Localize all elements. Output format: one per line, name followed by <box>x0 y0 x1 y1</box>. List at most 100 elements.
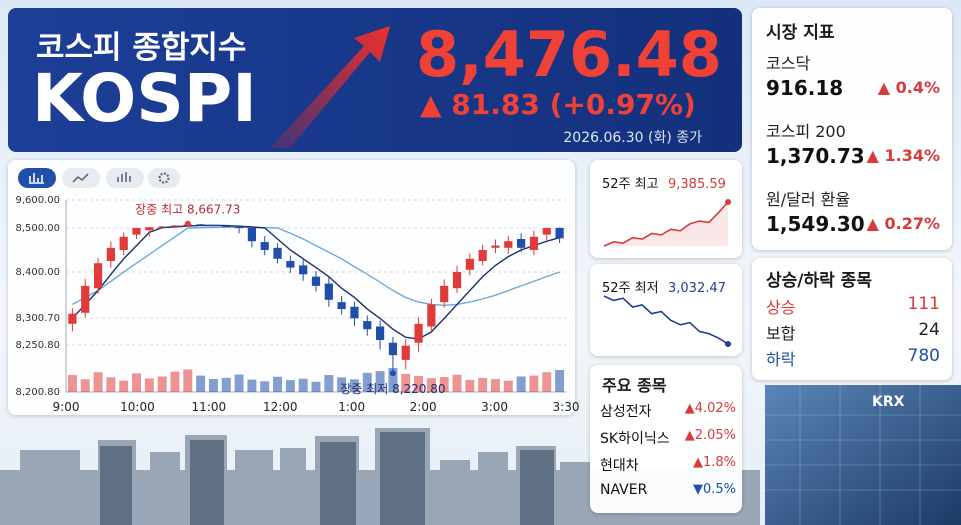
candle-body <box>158 226 167 228</box>
volume-bar <box>478 377 488 392</box>
annotation: 장중 최고 8,667.73 <box>135 203 240 217</box>
x-tick-label: 10:00 <box>120 400 155 414</box>
candle-body <box>440 285 449 303</box>
skyline-front <box>100 432 554 525</box>
candle-body <box>93 263 103 289</box>
x-tick-label: 9:00 <box>53 400 80 414</box>
candle-body <box>337 302 346 310</box>
y-tick-label: 9,600.00 <box>15 195 60 206</box>
volume-bar <box>542 372 552 392</box>
tool-line[interactable] <box>62 168 100 188</box>
candle-body <box>286 261 295 268</box>
range-label: 52주 최저 <box>602 281 659 296</box>
candle-body <box>376 326 385 341</box>
indicator-change: ▲ 0.4% <box>877 78 940 97</box>
stock-change: ▲1.8% <box>692 455 736 470</box>
x-tick-label: 1:00 <box>338 400 365 414</box>
tool-settings[interactable] <box>148 168 180 188</box>
building-grid <box>765 385 961 525</box>
arrow <box>270 26 390 148</box>
indicator-name: 코스피 200 <box>766 122 846 141</box>
volume-bar <box>273 376 283 392</box>
header-panel: 코스피 종합지수 KOSPI 8,476.48 ▲ 81.83 (+0.97%)… <box>8 8 742 152</box>
candle-body <box>401 345 410 360</box>
y-tick-label: 8,400.00 <box>15 267 60 278</box>
volume-bar <box>491 379 500 392</box>
annotation: 장중 최저 8,220.80 <box>340 382 445 396</box>
indicator-change: ▲ 0.27% <box>866 214 940 233</box>
candle-body <box>504 241 513 248</box>
breadth-title: 상승/하락 종목 <box>766 271 872 291</box>
sparkline-end <box>725 199 731 205</box>
stock-change: ▼0.5% <box>692 482 736 497</box>
volume-bar <box>349 379 359 392</box>
y-tick-label: 8,500.00 <box>15 223 60 234</box>
date: 2026.06.30 (화) 종가 <box>563 130 702 146</box>
indicator-value: 1,549.30 <box>766 212 865 236</box>
candle-body <box>517 239 526 248</box>
tool-candle[interactable] <box>18 168 56 188</box>
x-tick-label: 12:00 <box>263 400 298 414</box>
candle-body <box>491 245 500 248</box>
volume-bar <box>298 378 308 392</box>
moving-average <box>71 224 560 340</box>
candle-body <box>68 313 77 324</box>
index-change: ▲ 81.83 (+0.97%) <box>420 88 696 121</box>
candle-body <box>299 265 308 275</box>
volume-bar <box>132 373 141 392</box>
candle-body <box>132 228 141 235</box>
volume-bar <box>529 375 539 392</box>
y-tick-label: 8,250.80 <box>15 340 60 351</box>
candle-body <box>324 283 333 300</box>
x-tick-label: 11:00 <box>192 400 227 414</box>
stock-name: 삼성전자 <box>600 404 652 420</box>
candle-body <box>388 342 398 356</box>
candle-body <box>222 225 231 227</box>
candle-body <box>311 276 321 286</box>
volume-bar <box>93 372 103 392</box>
stocks-panel <box>590 365 742 513</box>
krx-building <box>765 385 961 525</box>
breadth-name: 하락 <box>766 350 796 369</box>
indicators-title: 시장 지표 <box>766 23 835 43</box>
candle-body <box>106 247 115 261</box>
volume-bar <box>119 380 129 392</box>
candle-body <box>247 227 256 242</box>
stocks-title: 주요 종목 <box>602 376 667 395</box>
candle-body <box>260 242 269 250</box>
index-value: 8,476.48 <box>416 18 722 91</box>
volume-bar <box>260 381 270 392</box>
volume-bar <box>67 375 77 392</box>
sparkline-end <box>725 341 731 347</box>
volume-bar <box>80 379 90 392</box>
breadth-panel <box>752 258 952 380</box>
volume-bar <box>324 375 334 392</box>
breadth-value: 111 <box>907 294 940 314</box>
volume-bar <box>157 376 167 392</box>
stock-change: ▲4.02% <box>684 401 736 416</box>
low52-panel <box>590 264 742 356</box>
volume-bar <box>170 371 180 392</box>
y-tick-label: 8,200.80 <box>15 387 60 398</box>
volume-bar <box>106 377 116 392</box>
candle-body <box>478 250 487 261</box>
tool-bar[interactable] <box>106 168 144 188</box>
indicator-name: 코스닥 <box>766 54 811 73</box>
candle-body <box>363 321 372 330</box>
candle-body <box>427 304 436 327</box>
stock-name: SK하이닉스 <box>600 431 670 447</box>
moving-average <box>72 226 560 307</box>
volume-bar <box>337 377 347 392</box>
range-value: 9,385.59 <box>668 177 726 192</box>
candle-body <box>555 227 564 239</box>
high-marker <box>184 220 191 227</box>
title: KOSPI <box>32 60 257 137</box>
candle-body <box>414 323 423 343</box>
candle-body <box>529 236 539 250</box>
volume-bar <box>247 379 257 392</box>
sparkline <box>603 295 729 345</box>
indicator-value: 1,370.73 <box>766 144 865 168</box>
volume-bar <box>144 378 154 392</box>
